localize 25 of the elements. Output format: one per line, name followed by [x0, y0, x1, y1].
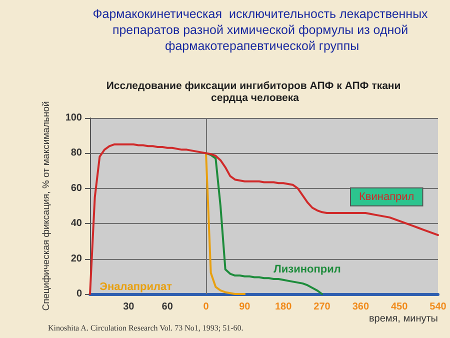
y-axis-title: Специфическая фиксация, % от максимальной — [41, 101, 52, 311]
x-tick-label: 90 — [239, 302, 251, 312]
x-tick-label: 270 — [314, 302, 331, 312]
text: Эналаприлат — [100, 281, 173, 294]
line-series — [89, 143, 439, 295]
line-series — [205, 152, 246, 295]
x-tick-label: 0 — [203, 302, 210, 312]
y-tick-label: 0 — [76, 288, 82, 300]
x-tick-label: 180 — [274, 302, 292, 312]
x-tick-label: 60 — [162, 302, 174, 312]
chart-subtitle: Исследование фиксации ингибиторов АПФ к АПФ ткани сердца человека — [106, 80, 404, 104]
x-tick-label: 360 — [352, 302, 370, 312]
x-axis-title: время, минуты — [368, 314, 438, 324]
x-tick-label: 30 — [123, 302, 135, 312]
series-label: Лизиноприл — [274, 264, 341, 276]
x-tick-label: 540 — [430, 302, 447, 312]
y-tick-label: 80 — [70, 148, 82, 159]
y-tick-label: 40 — [70, 218, 82, 230]
text: Kinoshita A. Circulation Research Vol. 73 No1, 1993; 51-60. — [48, 324, 244, 332]
y-tick-label: 20 — [70, 253, 82, 264]
series-label: Квинаприл — [359, 190, 414, 203]
y-tick-label: 100 — [65, 112, 82, 124]
y-tick-label: 60 — [70, 182, 82, 194]
x-tick-label: 450 — [390, 302, 408, 312]
chart-title: Фармакокинетическая исключительность лекарственных препаратов разной химической формулы из одной фармакотерапевтической группы — [92, 7, 432, 53]
